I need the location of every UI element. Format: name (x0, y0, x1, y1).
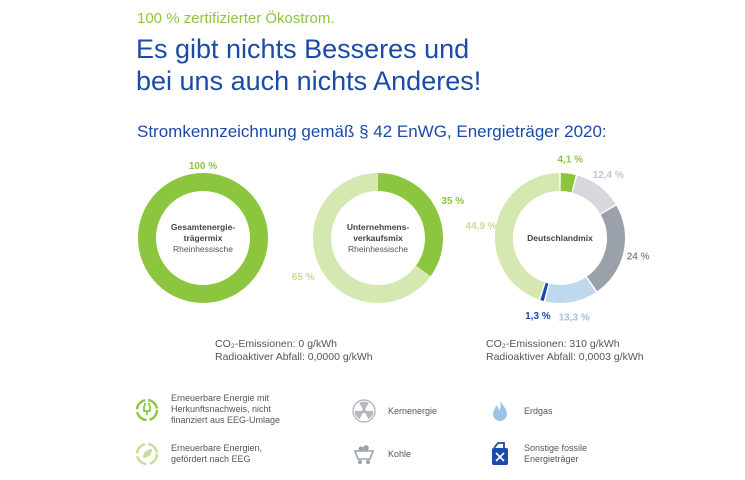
flame-icon (493, 400, 507, 421)
slice-label-2-3: 13,3 % (559, 313, 590, 324)
donut-charts: 100 %Gesamtenergie-trägermixRheinhessisc… (138, 155, 650, 324)
chart-title-0-1: trägermix (184, 233, 223, 243)
legend-line: Energieträger (524, 454, 579, 464)
slice-label-1-0: 35 % (441, 196, 464, 207)
donut-slice-1-0 (377, 173, 443, 277)
donut-slice-1-1 (313, 173, 431, 303)
headline-line-2: bei uns auch nichts Anderes! (136, 66, 482, 96)
slice-label-2-0: 4,1 % (558, 155, 584, 166)
slice-label-2-2: 24 % (627, 252, 650, 263)
recycle-leaf-icon (135, 442, 159, 466)
legend-line: Erneuerbare Energien, (171, 443, 263, 453)
legend-line: Herkunftsnachweis, nicht (171, 404, 272, 414)
legend-line: gefördert nach EEG (171, 454, 251, 464)
legend-line: Erdgas (524, 405, 553, 416)
legend-label-nuclear: Kernenergie (388, 406, 437, 417)
slice-label-1-1: 65 % (292, 272, 315, 283)
legend-label-renewable_eeg: Erneuerbare Energien, gefördert nach EEG (171, 443, 262, 465)
donut-slice-2-3 (545, 276, 596, 303)
subheadline: Stromkennzeichnung gemäß § 42 EnWG, Ener… (137, 122, 607, 141)
legend-item-renewable_eeg: Erneuerbare Energien, gefördert nach EEG (133, 440, 262, 468)
legend-label-coal: Kohle (388, 449, 411, 460)
donut-slice-2-1 (572, 175, 616, 214)
headline-line-1: Es gibt nichts Besseres und (136, 34, 470, 64)
legend-line: Sonstige fossile (524, 443, 588, 453)
radioactive-waste-deutschland: Radioaktiver Abfall: 0,0003 g/kWh (486, 351, 644, 363)
headline: Es gibt nichts Besseres und bei uns auch… (136, 33, 481, 97)
legend-label-renewable_certified: Erneuerbare Energie mit Herkunftsnachweis… (171, 393, 280, 426)
slice-label-0-0: 100 % (189, 161, 217, 172)
legend-item-other_fossil: Sonstige fossile Energieträger (486, 440, 587, 468)
legend-item-nuclear: Kernenergie (350, 397, 437, 425)
emissions-rheinhessische: CO₂-Emissionen: 0 g/kWh Radioaktiver Abf… (215, 338, 373, 364)
slice-label-2-4: 1,3 % (525, 311, 551, 322)
legend-line: Erneuerbare Energie mit (171, 393, 270, 403)
chart-subtitle-0: Rheinhessische (173, 244, 233, 254)
donut-slice-2-2 (586, 205, 625, 292)
legend-label-other_fossil: Sonstige fossile Energieträger (524, 443, 587, 465)
tagline: 100 % zertifizierter Ökostrom. (137, 10, 335, 27)
legend-line: Kernenergie (388, 405, 438, 416)
slice-label-2-1: 12,4 % (593, 170, 624, 181)
chart-title-0-0: Gesamtenergie- (171, 222, 235, 232)
recycle-plug-icon (135, 398, 159, 421)
chart-title-2-0: Deutschlandmix (527, 233, 593, 243)
coal-cart-icon (353, 445, 375, 464)
donut-slice-0-0 (138, 173, 268, 303)
legend-line: Kohle (388, 448, 412, 459)
slice-label-2-5: 44,9 % (465, 221, 496, 232)
chart-subtitle-1: Rheinhessische (348, 244, 408, 254)
legend-line: finanziert aus EEG-Umlage (171, 415, 281, 425)
fuel-canister-icon (492, 442, 508, 465)
donut-slice-2-0 (560, 173, 576, 193)
radioactive-waste-rheinhessische: Radioaktiver Abfall: 0,0000 g/kWh (215, 351, 373, 363)
legend-item-renewable_certified: Erneuerbare Energie mit Herkunftsnachweis… (133, 393, 280, 426)
co2-emissions-deutschland: CO₂-Emissionen: 310 g/kWh (486, 338, 620, 350)
legend-item-gas: Erdgas (486, 397, 553, 425)
radiation-icon (352, 399, 376, 423)
emissions-deutschland: CO₂-Emissionen: 310 g/kWh Radioaktiver A… (486, 338, 644, 364)
co2-emissions-rheinhessische: CO₂-Emissionen: 0 g/kWh (215, 338, 337, 350)
legend-item-coal: Kohle (350, 440, 411, 468)
donut-slice-2-5 (495, 173, 560, 300)
legend-label-gas: Erdgas (524, 406, 553, 417)
chart-title-1-0: Unternehmens- (347, 222, 410, 232)
chart-title-1-1: verkaufsmix (353, 233, 403, 243)
donut-slice-2-4 (540, 282, 549, 301)
